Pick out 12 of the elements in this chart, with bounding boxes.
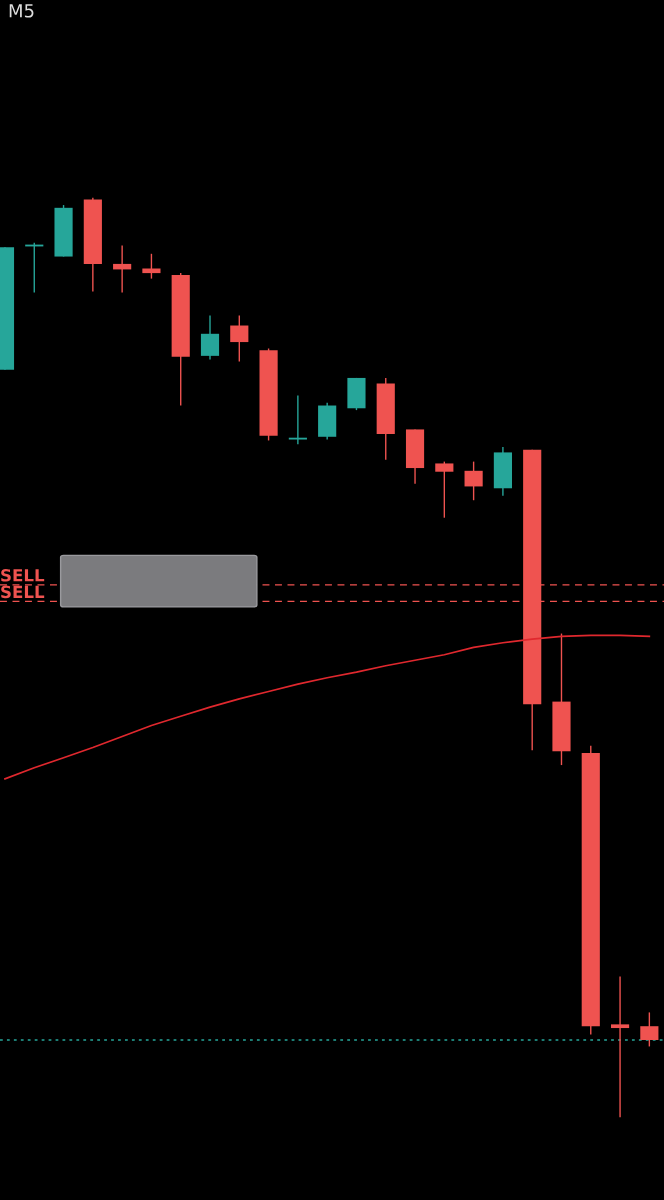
candlestick <box>464 460 483 501</box>
candlestick <box>113 244 132 294</box>
ref-line-label: SELL <box>1 568 45 582</box>
candlestick <box>288 394 307 445</box>
candlestick <box>640 1011 659 1048</box>
ref-line-label: SELL <box>1 585 45 599</box>
chart-title: M5 <box>9 4 34 18</box>
candlestick <box>610 975 630 1118</box>
candlestick <box>230 314 249 363</box>
candlestick <box>200 314 220 361</box>
candlestick <box>435 460 454 519</box>
candlestick <box>142 253 161 280</box>
